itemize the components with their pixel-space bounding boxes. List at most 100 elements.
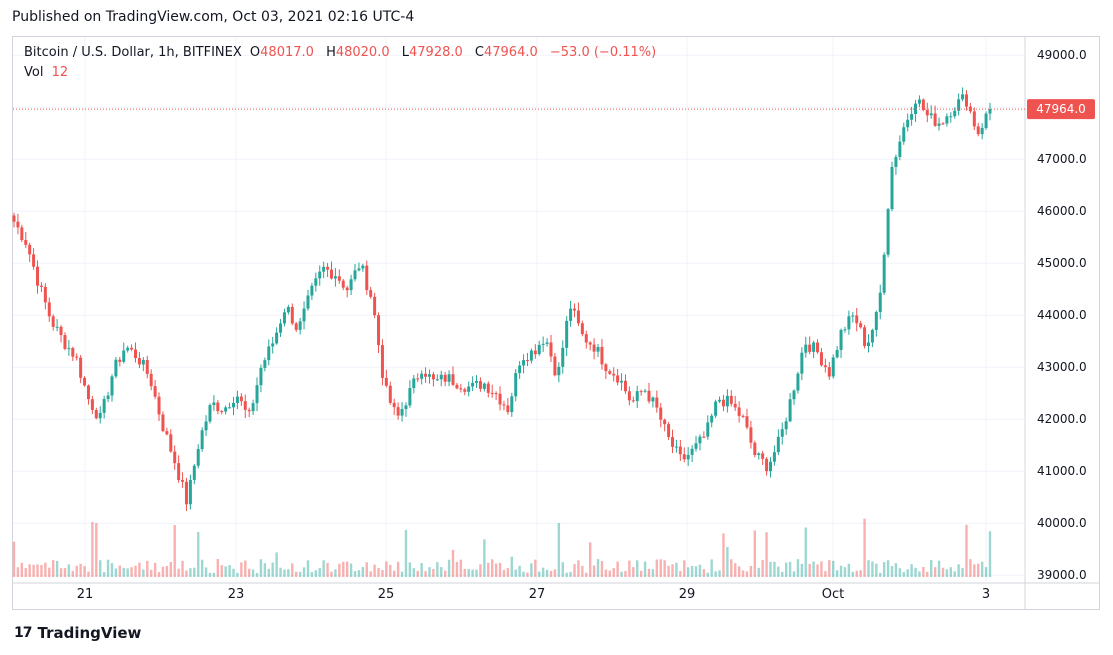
volume-bar xyxy=(773,561,776,577)
candle-body xyxy=(271,343,275,347)
volume-bar xyxy=(922,566,925,577)
tradingview-logo[interactable]: 17 TradingView xyxy=(14,624,141,642)
volume-bar xyxy=(882,562,886,577)
candle-body xyxy=(961,94,965,100)
candle-body xyxy=(972,111,976,127)
candle-body xyxy=(702,436,706,438)
chart-frame[interactable] xyxy=(12,36,1100,610)
candle-body xyxy=(569,308,573,321)
candle-body xyxy=(388,385,392,403)
candle-body xyxy=(153,386,157,397)
candle-body xyxy=(800,352,804,374)
candle-body xyxy=(721,399,725,407)
candle-body xyxy=(988,109,992,114)
volume-bar xyxy=(926,571,929,577)
volume-bar xyxy=(710,559,713,577)
volume-bar xyxy=(953,571,956,577)
volume-bar xyxy=(683,560,686,577)
volume-bar xyxy=(483,539,486,577)
candle-body xyxy=(435,379,439,381)
candle-body xyxy=(674,446,678,448)
volume-bar xyxy=(526,572,529,577)
x-tick-label: 29 xyxy=(679,587,696,602)
candle-body xyxy=(196,449,200,466)
volume-bar xyxy=(910,564,913,577)
candle-body xyxy=(259,367,263,386)
candle-body xyxy=(337,276,341,281)
candle-body xyxy=(63,335,67,349)
candle-body xyxy=(459,388,463,390)
candle-body xyxy=(863,327,867,346)
candle-body xyxy=(192,465,196,480)
close-value: 47964.0 xyxy=(483,45,538,60)
volume-bar xyxy=(530,563,533,577)
volume-bar xyxy=(933,567,937,577)
volume-bar xyxy=(381,569,384,577)
candle-body xyxy=(945,116,949,124)
candle-body xyxy=(690,448,694,455)
volume-bar xyxy=(734,563,737,577)
volume-bar xyxy=(812,561,815,577)
candles xyxy=(12,87,992,512)
volume-bar xyxy=(737,566,741,577)
candle-body xyxy=(874,311,878,330)
volume-bar xyxy=(965,524,968,577)
volume-bar xyxy=(808,563,811,577)
volume-bar xyxy=(624,570,627,577)
candle-body xyxy=(878,292,882,312)
last-price-badge xyxy=(1027,99,1095,120)
candle-body xyxy=(110,376,114,396)
candle-body xyxy=(976,126,980,135)
candle-body xyxy=(20,227,24,240)
volume-bar xyxy=(32,564,35,577)
candle-body xyxy=(24,239,28,245)
candle-body xyxy=(455,384,459,389)
volume-bar xyxy=(741,570,745,577)
volume-bar xyxy=(663,560,666,577)
volume-bar xyxy=(208,572,212,577)
candle-body xyxy=(55,326,59,328)
volume-bar xyxy=(283,569,286,577)
volume-bar xyxy=(404,529,408,577)
volume-bar xyxy=(310,572,314,577)
volume-bar xyxy=(588,542,592,577)
candle-body xyxy=(741,415,745,417)
volume-bar xyxy=(181,560,184,577)
volume-bar xyxy=(906,569,909,577)
volume-bar xyxy=(781,571,784,577)
volume-bar xyxy=(149,569,153,577)
candle-body xyxy=(396,407,400,416)
volume-bar xyxy=(667,565,670,577)
candle-body xyxy=(377,315,381,346)
close-value-group: C47964.0 xyxy=(475,45,542,60)
candle-body xyxy=(768,461,772,472)
candle-body xyxy=(718,399,722,402)
candle-body xyxy=(565,320,569,348)
candle-body xyxy=(220,411,224,413)
volume-bar xyxy=(604,569,608,577)
candle-body xyxy=(612,373,616,376)
candle-body xyxy=(200,430,204,450)
candle-body xyxy=(400,408,404,416)
volume-bar xyxy=(55,560,59,577)
candle-body xyxy=(208,405,212,422)
volume-bar xyxy=(816,564,819,577)
volume-bar xyxy=(592,565,596,577)
volume-bar xyxy=(322,560,325,577)
candle-body xyxy=(733,403,737,408)
candle-body xyxy=(443,374,447,382)
candle-body xyxy=(447,374,451,382)
volume-bar xyxy=(75,565,78,577)
volume-bar xyxy=(161,566,165,577)
candle-body xyxy=(134,349,138,359)
candle-body xyxy=(953,110,957,117)
candle-body xyxy=(47,302,51,317)
candle-body xyxy=(710,415,714,423)
candle-body xyxy=(416,378,420,380)
candle-body xyxy=(486,383,490,393)
volume-bar xyxy=(522,571,525,577)
y-tick-label: 49000.0 xyxy=(1037,48,1087,62)
volume-bar xyxy=(298,571,302,577)
x-tick-label: 3 xyxy=(982,587,990,602)
